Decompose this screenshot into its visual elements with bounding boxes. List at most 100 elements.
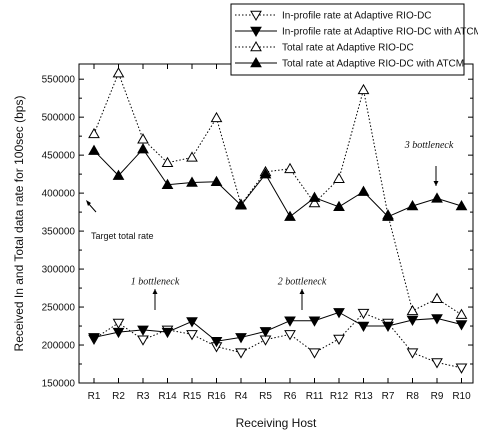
- annotation-2-bottleneck-arrow-head: [299, 289, 305, 294]
- legend-label: Total rate at Adaptive RIO-DC: [282, 43, 414, 54]
- legend-item: In-profile rate at Adaptive RIO-DC: [235, 11, 432, 22]
- series-line: [93, 311, 462, 342]
- annotation-1-bottleneck-arrow-head: [152, 289, 158, 294]
- data-point: [284, 210, 296, 221]
- data-point: [455, 200, 468, 211]
- x-tick-label: R10: [452, 391, 471, 402]
- x-tick-label: R2: [112, 391, 125, 402]
- x-tick-label: R11: [306, 391, 324, 402]
- data-point: [406, 200, 419, 211]
- legend-label: Total rate at Adaptive RIO-DC with ATCM: [282, 59, 464, 70]
- y-tick-label: 450000: [42, 151, 76, 162]
- data-point: [235, 348, 247, 359]
- legend-item: Total rate at Adaptive RIO-DC: [235, 40, 414, 54]
- data-point: [455, 363, 468, 374]
- data-point: [112, 327, 125, 339]
- x-tick-label: R14: [158, 391, 177, 402]
- data-point: [210, 111, 223, 123]
- data-point: [333, 200, 345, 212]
- plot-area: [78, 63, 474, 384]
- data-point: [161, 327, 174, 339]
- data-point: [210, 336, 223, 348]
- y-tick-label: 250000: [42, 303, 76, 314]
- data-point: [259, 327, 272, 338]
- data-point: [455, 320, 468, 331]
- annotation-layer: Target total rate 1 bottleneck 2 bottlenec…: [86, 140, 454, 310]
- data-point: [431, 314, 443, 325]
- data-point: [88, 333, 100, 344]
- data-point: [333, 172, 345, 183]
- data-point: [357, 185, 370, 196]
- data-point: [112, 67, 125, 78]
- x-tick-label: R5: [259, 391, 272, 402]
- series-line: [93, 148, 462, 218]
- data-point: [406, 348, 419, 359]
- data-point: [235, 199, 247, 210]
- data-point: [284, 316, 296, 327]
- x-tick-label: R15: [183, 391, 202, 402]
- legend-item: Total rate at Adaptive RIO-DC with ATCM: [235, 56, 464, 70]
- data-point: [161, 178, 174, 190]
- data-point: [112, 169, 125, 180]
- x-tick-label: R1: [88, 391, 101, 402]
- x-tick-label: R4: [235, 391, 248, 402]
- annotation-target-total-rate: Target total rate: [91, 231, 154, 241]
- data-point: [308, 348, 321, 359]
- y-tick-label: 550000: [42, 75, 76, 86]
- legend-label: In-profile rate at Adaptive RIO-DC: [282, 11, 432, 22]
- y-tick-label: 350000: [42, 227, 76, 238]
- legend-marker: [250, 26, 262, 38]
- series-4: [88, 143, 468, 221]
- legend: In-profile rate at Adaptive RIO-DC In-pro…: [230, 3, 478, 76]
- x-tick-label: R12: [330, 391, 349, 402]
- annotation-3-bottleneck-arrow-head: [433, 181, 439, 186]
- data-point: [382, 321, 394, 333]
- data-point: [88, 127, 100, 139]
- data-point: [235, 333, 247, 344]
- data-point: [112, 318, 125, 330]
- series-line: [93, 71, 462, 316]
- data-point: [431, 292, 443, 303]
- data-point: [284, 162, 296, 174]
- data-point: [186, 176, 198, 187]
- series-line: [93, 312, 462, 369]
- y-tick-label: 200000: [42, 341, 76, 352]
- data-point: [137, 335, 149, 346]
- x-tick-label: R13: [354, 391, 373, 402]
- data-point: [259, 168, 272, 179]
- legend-marker: [250, 40, 262, 52]
- annotation-target-arrow-head: [86, 200, 91, 206]
- data-point: [137, 143, 149, 154]
- x-tick-label: R7: [382, 391, 395, 402]
- data-point: [357, 321, 370, 333]
- data-point: [284, 330, 296, 341]
- data-point: [308, 191, 321, 202]
- annotation-2-bottleneck: 2 bottleneck: [278, 276, 327, 287]
- data-point: [186, 330, 198, 341]
- data-point: [357, 308, 370, 320]
- x-tick-label: R3: [137, 391, 150, 402]
- series-2: [88, 308, 468, 348]
- plot-frame: [78, 63, 474, 384]
- data-point: [406, 304, 419, 316]
- data-point: [333, 308, 345, 319]
- data-point: [186, 317, 198, 328]
- y-tick-label: 150000: [42, 379, 76, 390]
- x-tick-label: R9: [431, 391, 444, 402]
- series-3: [88, 67, 468, 319]
- legend-label: In-profile rate at Adaptive RIO-DC with …: [282, 27, 478, 38]
- data-point: [455, 308, 468, 319]
- legend-items: In-profile rate at Adaptive RIO-DC In-pro…: [235, 11, 478, 70]
- data-point: [406, 315, 419, 326]
- data-point: [431, 358, 443, 369]
- data-point: [88, 144, 100, 155]
- legend-marker: [250, 56, 262, 68]
- series-layer: [88, 67, 468, 374]
- x-tick-label: R6: [284, 391, 297, 402]
- x-tick-label: R8: [406, 391, 419, 402]
- data-point: [382, 210, 394, 221]
- annotation-3-bottleneck: 3 bottleneck: [404, 140, 454, 151]
- y-axis-title: Received In and Total data rate for 100s…: [12, 96, 26, 352]
- data-point: [308, 316, 321, 327]
